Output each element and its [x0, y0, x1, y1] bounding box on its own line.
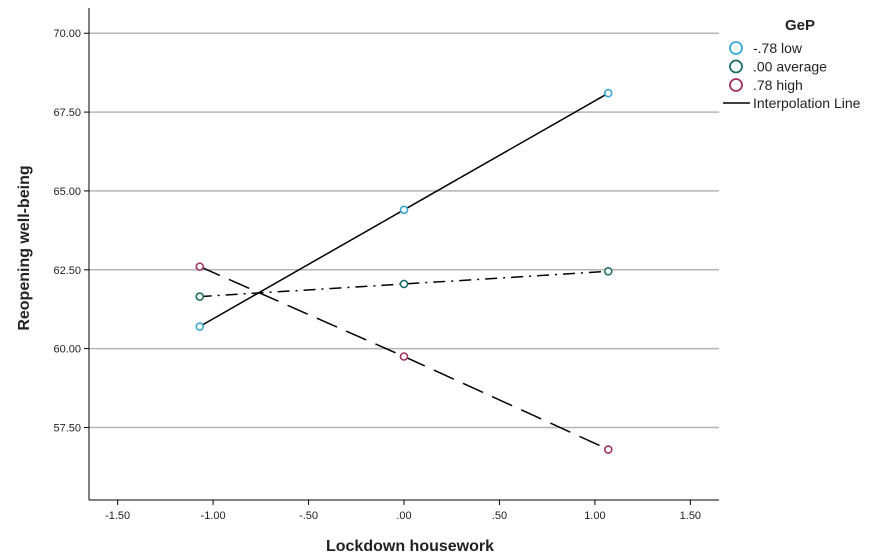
x-tick-label-4: .50 — [492, 510, 507, 522]
y-axis-ticks: 57.50 60.00 62.50 65.00 67.50 70.00 — [53, 28, 89, 434]
y-axis-title: Reopening well-being — [16, 165, 33, 330]
data-point-s2-p1 — [399, 352, 409, 361]
data-point-s1-p0 — [195, 292, 205, 301]
data-point-s0-p1 — [399, 205, 409, 215]
y-tick-label-5: 70.00 — [53, 28, 81, 40]
x-tick-label-2: -.50 — [299, 510, 318, 522]
legend-title: GeP — [785, 17, 815, 34]
data-point-s0-p2 — [603, 88, 613, 98]
data-point-s2-p0 — [195, 262, 205, 271]
axes — [88, 8, 719, 501]
legend: GeP -.78 low .00 average .78 high Interpol… — [723, 17, 861, 111]
series-line-1 — [199, 270, 609, 298]
legend-interpolation-label: Interpolation Line — [753, 95, 861, 111]
legend-label-2: .78 high — [753, 77, 803, 93]
legend-items: -.78 low .00 average .78 high — [729, 40, 827, 93]
y-tick-label-4: 67.50 — [53, 107, 81, 119]
series-points — [195, 88, 613, 454]
data-point-s1-p2 — [603, 267, 613, 276]
series-line-2 — [199, 265, 609, 451]
legend-label-1: .00 average — [753, 59, 827, 75]
y-tick-label-3: 65.00 — [53, 186, 81, 198]
legend-marker-1 — [729, 59, 743, 74]
x-tick-label-3: .00 — [396, 510, 411, 522]
y-tick-label-0: 57.50 — [53, 422, 81, 434]
y-tick-label-2: 62.50 — [53, 265, 81, 277]
x-tick-label-6: 1.50 — [680, 510, 701, 522]
x-tick-label-1: -1.00 — [201, 510, 226, 522]
legend-marker-0 — [729, 41, 743, 55]
data-point-s1-p1 — [399, 279, 409, 289]
x-axis-title: Lockdown housework — [326, 538, 494, 555]
data-point-s2-p2 — [603, 445, 613, 454]
grid-lines — [89, 32, 719, 429]
series-lines — [199, 92, 609, 451]
x-axis-ticks: -1.50 -1.00 -.50 .00 .50 1.00 1.50 — [105, 500, 701, 522]
x-tick-label-0: -1.50 — [105, 510, 130, 522]
x-tick-label-5: 1.00 — [584, 510, 605, 522]
legend-marker-2 — [729, 78, 743, 92]
y-tick-label-1: 60.00 — [53, 344, 81, 356]
data-point-s0-p0 — [195, 322, 205, 331]
legend-label-0: -.78 low — [753, 40, 803, 56]
